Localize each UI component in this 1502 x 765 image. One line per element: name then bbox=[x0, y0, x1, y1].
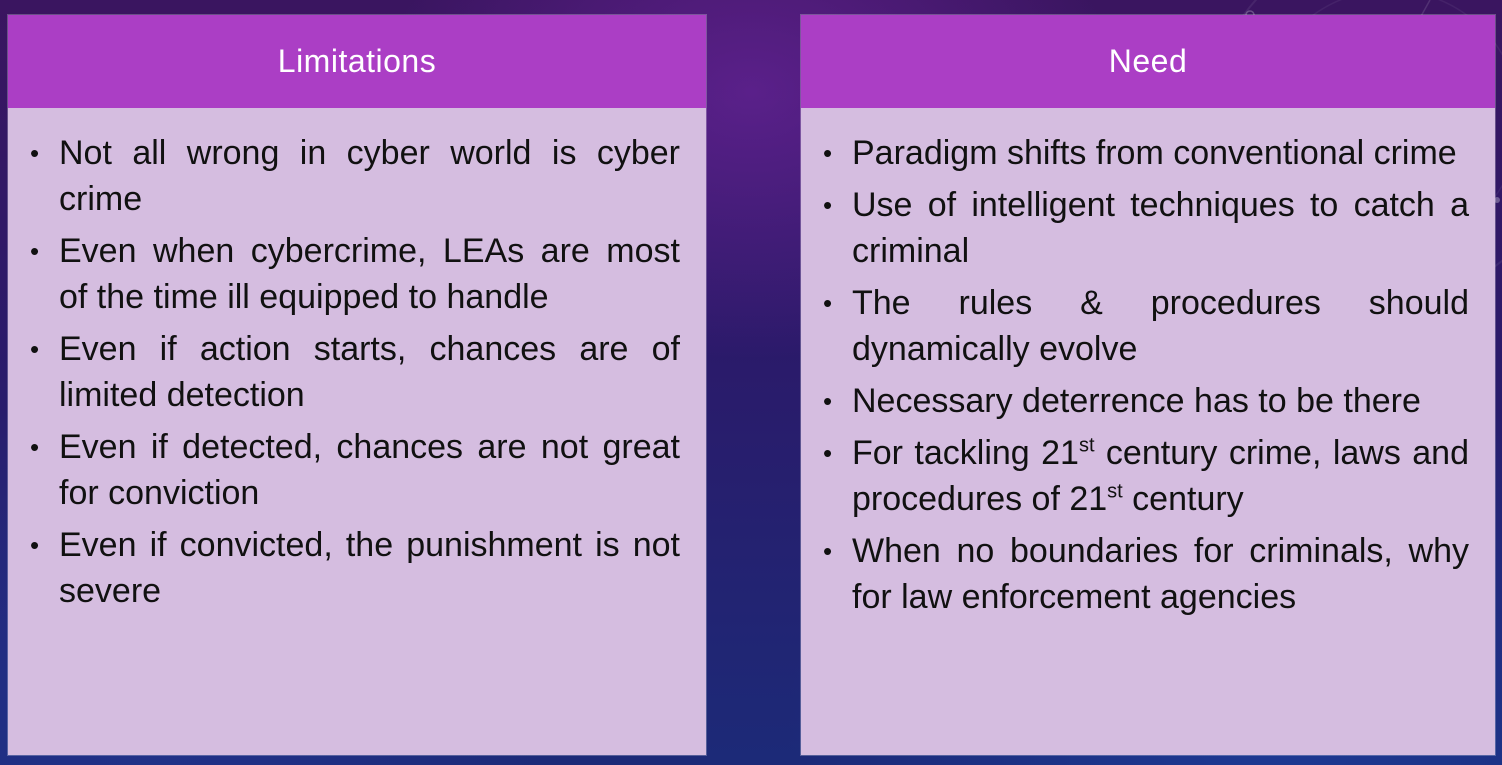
limitations-body: • Not all wrong in cyber world is cyber c… bbox=[8, 108, 706, 614]
need-item-1: • Paradigm shifts from conventional crime bbox=[823, 130, 1469, 176]
bullet-icon: • bbox=[823, 536, 833, 566]
item-text: Paradigm shifts from conventional crime bbox=[852, 134, 1457, 172]
limitations-item-3: • Even if action starts, chances are of l… bbox=[30, 326, 680, 418]
bullet-icon: • bbox=[823, 438, 833, 468]
limitations-panel: Limitations • Not all wrong in cyber worl… bbox=[8, 15, 706, 755]
bullet-icon: • bbox=[30, 138, 40, 168]
limitations-item-1: • Not all wrong in cyber world is cyber c… bbox=[30, 130, 680, 222]
need-panel: Need • Paradigm shifts from conventional … bbox=[801, 15, 1495, 755]
need-item-6: • When no boundaries for criminals, why f… bbox=[823, 528, 1469, 620]
item-text: Even if detected, chances are not great … bbox=[59, 428, 680, 512]
item-text-part: century bbox=[1122, 480, 1244, 518]
limitations-title: Limitations bbox=[277, 43, 437, 79]
limitations-list: • Not all wrong in cyber world is cyber c… bbox=[30, 130, 680, 614]
bullet-icon: • bbox=[823, 190, 833, 220]
item-text: When no boundaries for criminals, why fo… bbox=[852, 532, 1469, 616]
need-list: • Paradigm shifts from conventional crime… bbox=[823, 130, 1469, 620]
bullet-icon: • bbox=[30, 236, 40, 266]
bullet-icon: • bbox=[30, 530, 40, 560]
need-body: • Paradigm shifts from conventional crime… bbox=[801, 108, 1495, 620]
limitations-item-2: • Even when cybercrime, LEAs are most of … bbox=[30, 228, 680, 320]
need-item-5: • For tackling 21st century crime, laws a… bbox=[823, 430, 1469, 522]
item-text: Use of intelligent techniques to catch a… bbox=[852, 186, 1469, 270]
need-item-4: • Necessary deterrence has to be there bbox=[823, 378, 1469, 424]
need-title: Need bbox=[1108, 43, 1188, 79]
bullet-icon: • bbox=[30, 334, 40, 364]
item-text: The rules & procedures should dynamicall… bbox=[852, 284, 1469, 368]
limitations-item-5: • Even if convicted, the punishment is no… bbox=[30, 522, 680, 614]
item-text: Even when cybercrime, LEAs are most of t… bbox=[59, 232, 680, 316]
need-header: Need bbox=[801, 15, 1495, 108]
item-text-part: For tackling 21 bbox=[852, 434, 1079, 472]
item-text: Even if action starts, chances are of li… bbox=[59, 330, 680, 414]
superscript-st: st bbox=[1078, 434, 1095, 457]
need-item-2: • Use of intelligent techniques to catch … bbox=[823, 182, 1469, 274]
limitations-header: Limitations bbox=[8, 15, 706, 108]
bullet-icon: • bbox=[823, 386, 833, 416]
item-text: Not all wrong in cyber world is cyber cr… bbox=[59, 134, 680, 218]
limitations-item-4: • Even if detected, chances are not great… bbox=[30, 424, 680, 516]
bullet-icon: • bbox=[823, 288, 833, 318]
bullet-icon: • bbox=[823, 138, 833, 168]
superscript-st: st bbox=[1107, 480, 1123, 503]
bullet-icon: • bbox=[30, 432, 40, 462]
need-item-3: • The rules & procedures should dynamical… bbox=[823, 280, 1469, 372]
item-text-part: century crime, laws and procedures of 21 bbox=[852, 434, 1469, 518]
item-text: Even if convicted, the punishment is not… bbox=[59, 526, 680, 610]
item-text: Necessary deterrence has to be there bbox=[852, 382, 1421, 420]
